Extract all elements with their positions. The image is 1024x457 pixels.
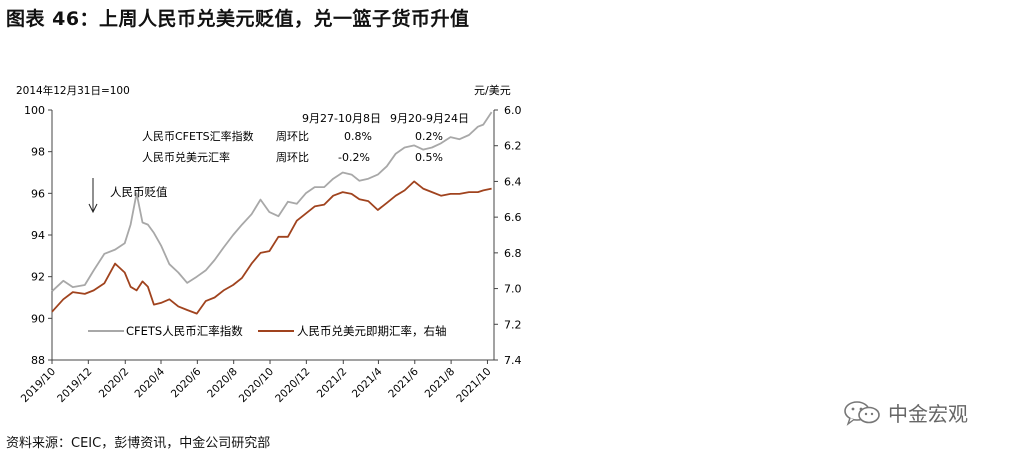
x-tick-label: 2020/8 (205, 366, 240, 401)
series-line-cfets (51, 111, 493, 292)
x-tick-label: 2021/10 (454, 366, 493, 405)
annotation-block: 9月27-10月8日 9月20-9月24日 人民币CFETS汇率指数 周环比 0… (142, 112, 469, 164)
annot-row2-metric: 周环比 (276, 151, 309, 164)
left-tick-label: 90 (31, 312, 45, 325)
right-tick-label: 6.4 (504, 175, 522, 188)
x-tick-label: 2019/10 (19, 366, 58, 405)
annot-row1-val2: 0.2% (415, 130, 443, 143)
right-axis-unit: 元/美元 (474, 84, 511, 97)
right-tick-label: 6.8 (504, 247, 522, 260)
x-tick-label: 2020/10 (237, 366, 276, 405)
x-tick-label: 2020/6 (169, 365, 204, 400)
annot-row2-val1: -0.2% (338, 151, 370, 164)
left-axis-note: 2014年12月31日=100 (16, 84, 130, 97)
x-tick-label: 2020/2 (97, 366, 132, 401)
period-header-2: 9月20-9月24日 (390, 112, 469, 125)
left-tick-label: 88 (31, 354, 45, 367)
x-tick-label: 2020/12 (273, 366, 312, 405)
x-tick-label: 2019/12 (55, 366, 94, 405)
x-tick-label: 2021/6 (386, 365, 421, 400)
right-tick-label: 7.0 (504, 283, 522, 296)
annot-row1-metric: 周环比 (276, 130, 309, 143)
series-lines (51, 111, 493, 315)
right-tick-label: 6.6 (504, 211, 522, 224)
figure-title: 图表 46：上周人民币兑美元贬值，兑一篮子货币升值 (6, 8, 470, 30)
x-tick-label: 2021/2 (315, 366, 350, 401)
legend: CFETS人民币汇率指数 人民币兑美元即期汇率，右轴 (88, 324, 447, 338)
left-tick-label: 100 (24, 104, 45, 117)
right-tick-label: 6.2 (504, 140, 522, 153)
right-tick-label: 6.0 (504, 104, 522, 117)
watermark: 中金宏观 (842, 398, 968, 427)
left-tick-label: 96 (31, 187, 45, 200)
x-tick-label: 2020/4 (133, 365, 168, 400)
period-header-1: 9月27-10月8日 (302, 112, 381, 125)
source-note: 资料来源：CEIC，彭博资讯，中金公司研究部 (6, 436, 271, 451)
annot-row1-val1: 0.8% (344, 130, 372, 143)
annot-row2-name: 人民币兑美元汇率 (142, 150, 230, 164)
left-tick-label: 98 (31, 146, 45, 159)
wechat-icon (844, 400, 880, 426)
legend-label-usdcny: 人民币兑美元即期汇率，右轴 (297, 324, 447, 338)
plot-frame (51, 110, 495, 361)
legend-label-cfets: CFETS人民币汇率指数 (126, 324, 243, 338)
left-tick-label: 92 (31, 271, 45, 284)
annot-row1-name: 人民币CFETS汇率指数 (142, 129, 254, 143)
depreciation-arrowhead (88, 203, 98, 214)
left-tick-label: 94 (31, 229, 45, 242)
x-tick-label: 2021/8 (423, 366, 458, 401)
x-tick-label: 2021/4 (350, 365, 385, 400)
series-line-usdcny (51, 180, 492, 315)
depreciation-label: 人民币贬值 (110, 185, 168, 199)
annot-row2-val2: 0.5% (415, 151, 443, 164)
right-tick-label: 7.4 (504, 354, 522, 367)
watermark-text: 中金宏观 (888, 402, 968, 426)
right-tick-label: 7.2 (504, 318, 522, 331)
